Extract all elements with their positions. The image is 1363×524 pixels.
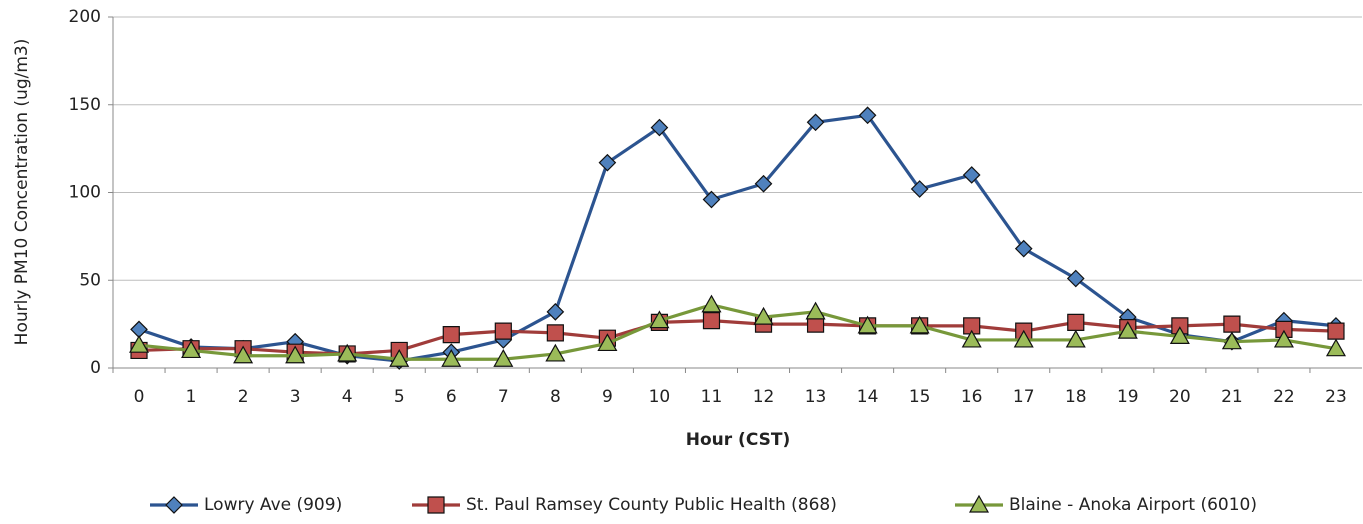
x-tick-label: 17: [1013, 387, 1035, 407]
legend-label: Blaine - Anoka Airport (6010): [1009, 495, 1257, 515]
data-point: [909, 315, 930, 334]
data-point: [753, 306, 774, 325]
data-point: [1117, 320, 1138, 339]
y-tick-label: 200: [69, 7, 101, 27]
y-tick-label: 100: [69, 183, 101, 203]
x-tick-label: 1: [186, 387, 197, 407]
x-tick-label: 13: [805, 387, 827, 407]
data-point: [442, 326, 460, 344]
x-tick-label: 4: [342, 387, 353, 407]
x-tick-label: 6: [446, 387, 457, 407]
data-point: [546, 324, 564, 342]
data-point: [337, 343, 358, 362]
data-point: [1169, 326, 1190, 345]
y-tick-label: 150: [69, 95, 101, 115]
x-tick-label: 22: [1273, 387, 1295, 407]
data-point: [389, 349, 410, 367]
data-point: [963, 317, 981, 335]
data-point: [233, 345, 254, 364]
data-point: [806, 113, 825, 132]
legend-label: St. Paul Ramsey County Public Health (86…: [466, 495, 837, 515]
x-tick-label: 8: [550, 387, 561, 407]
data-point: [961, 329, 982, 348]
data-point: [1066, 269, 1085, 288]
data-point: [650, 118, 669, 137]
x-tick-label: 20: [1169, 387, 1191, 407]
x-tick-label: 18: [1065, 387, 1087, 407]
x-tick-label: 10: [649, 387, 671, 407]
data-point: [597, 333, 618, 352]
x-tick-label: 5: [394, 387, 405, 407]
data-point: [1223, 315, 1241, 333]
y-axis-label: Hourly PM10 Concentration (ug/m3): [12, 39, 32, 346]
data-point: [128, 334, 150, 353]
x-tick-label: 19: [1117, 387, 1139, 407]
series-line: [138, 113, 1337, 363]
data-point: [1273, 329, 1294, 348]
data-point: [649, 310, 670, 329]
data-point: [1275, 320, 1293, 338]
y-tick-label: 50: [79, 270, 101, 290]
x-tick-label: 7: [498, 387, 509, 407]
data-point: [1171, 317, 1189, 335]
legend-marker: [427, 496, 445, 514]
y-tick-label: 0: [90, 358, 101, 378]
data-point: [441, 349, 462, 367]
data-point: [181, 340, 202, 359]
data-point: [546, 302, 565, 321]
legend-marker: [165, 496, 183, 514]
data-point: [493, 349, 514, 367]
data-point: [1325, 338, 1347, 357]
data-point: [962, 166, 981, 184]
data-point: [1221, 331, 1242, 350]
data-point: [494, 322, 512, 340]
data-point: [1327, 322, 1345, 340]
data-point: [1014, 239, 1033, 258]
x-tick-label: 2: [238, 387, 249, 407]
x-axis-label: Hour (CST): [686, 430, 790, 450]
x-tick-label: 14: [857, 387, 879, 407]
legend-label: Lowry Ave (909): [204, 495, 342, 515]
x-tick-label: 0: [134, 387, 145, 407]
data-point: [598, 153, 617, 172]
data-point: [701, 294, 722, 313]
data-point: [857, 315, 878, 334]
data-point: [858, 106, 877, 125]
data-point: [285, 345, 306, 364]
x-tick-label: 11: [701, 387, 723, 407]
data-point: [754, 174, 773, 193]
data-point: [910, 180, 929, 198]
data-point: [545, 343, 566, 362]
data-point: [1013, 329, 1034, 348]
x-tick-label: 16: [961, 387, 983, 407]
x-tick-label: 3: [290, 387, 301, 407]
x-tick-label: 15: [909, 387, 931, 407]
x-tick-label: 21: [1221, 387, 1243, 407]
data-point: [1067, 313, 1085, 331]
x-tick-label: 9: [602, 387, 613, 407]
x-tick-label: 12: [753, 387, 775, 407]
data-point: [805, 301, 826, 320]
data-point: [1065, 329, 1086, 348]
data-point: [702, 190, 721, 209]
series-line: [138, 303, 1337, 361]
x-tick-label: 23: [1325, 387, 1347, 407]
legend-marker: [968, 494, 990, 513]
data-point: [702, 312, 721, 330]
